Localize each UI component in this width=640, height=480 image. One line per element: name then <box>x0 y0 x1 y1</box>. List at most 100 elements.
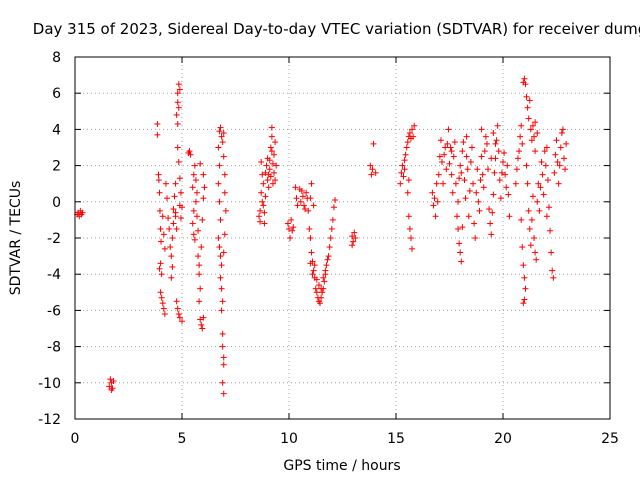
data-point <box>402 151 409 158</box>
data-point <box>273 162 280 169</box>
data-point <box>504 162 511 169</box>
data-point <box>563 140 570 147</box>
data-point <box>522 285 529 292</box>
data-point <box>490 191 497 198</box>
data-point <box>155 177 162 184</box>
data-point <box>321 278 328 285</box>
data-point <box>160 305 167 312</box>
data-point <box>175 104 182 111</box>
data-point <box>297 198 304 205</box>
data-point <box>313 276 320 283</box>
data-point <box>173 225 180 232</box>
data-point <box>200 195 207 202</box>
data-point <box>368 171 375 178</box>
data-point <box>308 249 315 256</box>
data-point <box>158 238 165 245</box>
data-point <box>319 289 326 296</box>
data-point <box>79 209 86 216</box>
data-point <box>327 235 334 241</box>
data-point <box>198 321 205 328</box>
data-point <box>450 153 457 160</box>
data-point <box>310 267 317 274</box>
data-point <box>305 207 312 214</box>
data-point <box>400 173 407 180</box>
data-point <box>455 225 462 232</box>
data-point <box>164 195 171 202</box>
y-tick-label: 4 <box>52 122 61 138</box>
data-point <box>350 238 357 245</box>
data-point <box>457 249 464 256</box>
data-point <box>463 133 470 140</box>
data-point <box>462 195 469 202</box>
data-point <box>315 282 322 289</box>
data-point <box>220 390 227 397</box>
y-tick-label: -2 <box>47 231 61 247</box>
data-point <box>398 169 405 176</box>
data-point <box>168 274 175 281</box>
data-point <box>352 235 359 241</box>
data-point <box>257 207 264 214</box>
data-point <box>551 169 558 176</box>
data-point <box>286 225 292 232</box>
data-point <box>190 231 197 238</box>
data-point <box>539 171 546 178</box>
data-point <box>179 318 185 325</box>
data-points <box>74 75 570 397</box>
data-point <box>261 220 268 227</box>
data-point <box>177 215 184 222</box>
x-tick-label: 10 <box>280 431 298 447</box>
data-point <box>216 198 223 205</box>
data-point <box>526 97 533 104</box>
data-point <box>442 144 449 151</box>
data-point <box>502 171 509 178</box>
data-point <box>521 274 528 281</box>
data-point <box>175 311 182 318</box>
data-point <box>216 128 223 135</box>
data-point <box>222 207 229 214</box>
data-point <box>200 314 207 321</box>
data-point <box>440 180 447 187</box>
data-point <box>542 162 549 169</box>
data-point <box>219 139 226 146</box>
data-point <box>287 235 294 241</box>
data-point <box>430 202 437 209</box>
data-point <box>157 260 164 267</box>
x-tick-label: 20 <box>494 431 512 447</box>
data-point <box>192 198 199 205</box>
data-point <box>284 220 291 227</box>
data-point <box>544 177 551 184</box>
data-point <box>196 298 203 305</box>
data-point <box>266 157 273 164</box>
data-point <box>372 169 379 176</box>
data-point <box>487 220 494 227</box>
data-point <box>478 126 485 133</box>
data-point <box>367 162 374 169</box>
x-tick-labels: 0 5 10 15 20 25 <box>71 431 619 447</box>
data-point <box>162 180 169 187</box>
data-point <box>174 120 181 127</box>
data-point <box>197 316 204 323</box>
data-point <box>460 139 467 146</box>
data-point <box>193 189 200 196</box>
data-point <box>514 155 521 162</box>
data-point <box>172 209 179 216</box>
data-point <box>190 207 197 214</box>
data-point <box>448 171 455 178</box>
data-point <box>200 171 207 178</box>
y-tick-label: 8 <box>52 50 61 66</box>
data-point <box>174 99 181 106</box>
data-point <box>267 144 274 151</box>
data-point <box>411 122 418 129</box>
data-point <box>459 224 466 231</box>
data-point <box>215 144 222 151</box>
data-point <box>447 144 454 151</box>
data-point <box>320 274 327 281</box>
data-point <box>302 206 309 213</box>
data-point <box>220 354 227 361</box>
data-point <box>256 213 263 220</box>
data-point <box>272 177 279 184</box>
data-point <box>219 298 226 305</box>
data-point <box>156 207 163 214</box>
data-point <box>444 140 451 147</box>
